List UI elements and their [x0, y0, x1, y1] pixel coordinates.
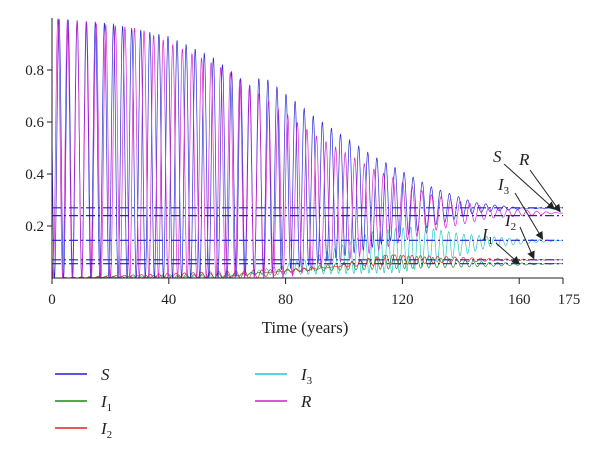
reference-lines	[52, 207, 563, 265]
annotation-subscript-i-3: 3	[504, 185, 510, 197]
legend-item-i-1: I1	[55, 392, 112, 414]
annotation-label-s: S	[493, 147, 502, 166]
legend-item-i-3: I3	[255, 365, 313, 387]
annotation-arrow-i-2	[519, 226, 535, 260]
legend-item-s: S	[55, 365, 110, 384]
legend-subscript-i-2: 2	[107, 429, 113, 441]
annotation-arrow-s	[503, 163, 555, 210]
y-tick-label-0.6: 0.6	[25, 115, 44, 131]
annotation-arrow-r	[529, 169, 561, 213]
legend-label-s: S	[101, 365, 110, 384]
annotation-arrow-i-1	[495, 242, 520, 265]
y-tick-label-0.8: 0.8	[25, 63, 44, 79]
y-tick-label-0.2: 0.2	[25, 219, 44, 235]
x-tick-label-175: 175	[558, 292, 581, 308]
x-tick-label-80: 80	[278, 292, 293, 308]
y-tick-label-0.4: 0.4	[25, 167, 44, 183]
annotation-subscript-i-2: 2	[511, 221, 517, 233]
legend-item-r: R	[255, 392, 312, 411]
x-axis-title: Time (years)	[262, 318, 349, 337]
annotation-subscript-i-1: 1	[488, 235, 494, 247]
legend-label-i-2: I2	[100, 419, 112, 441]
x-tick-label-120: 120	[391, 292, 414, 308]
annotation-label-r: R	[518, 150, 530, 169]
annotation-arrow-i-3	[514, 192, 544, 240]
legend-subscript-i-1: 1	[107, 402, 113, 414]
series-line-i-1	[52, 254, 563, 279]
legend: S I1 I2 I3 R	[55, 365, 313, 441]
axes: 0 40 80 120 160 175 0.2 0.4 0.6 0.8	[25, 18, 580, 308]
legend-item-i-2: I2	[55, 419, 112, 441]
legend-subscript-i-3: 3	[307, 375, 313, 387]
legend-label-i-3: I3	[300, 365, 313, 387]
legend-label-i-1: I1	[100, 392, 112, 414]
annotation-label-i-1: I1	[481, 225, 493, 247]
x-tick-label-40: 40	[161, 292, 176, 308]
series-line-r	[51, 18, 564, 280]
legend-label-r: R	[300, 392, 312, 411]
series-line-s	[51, 18, 564, 279]
x-tick-label-0: 0	[48, 292, 56, 308]
x-tick-label-160: 160	[508, 292, 531, 308]
annotation-label-i-3: I3	[497, 175, 510, 197]
